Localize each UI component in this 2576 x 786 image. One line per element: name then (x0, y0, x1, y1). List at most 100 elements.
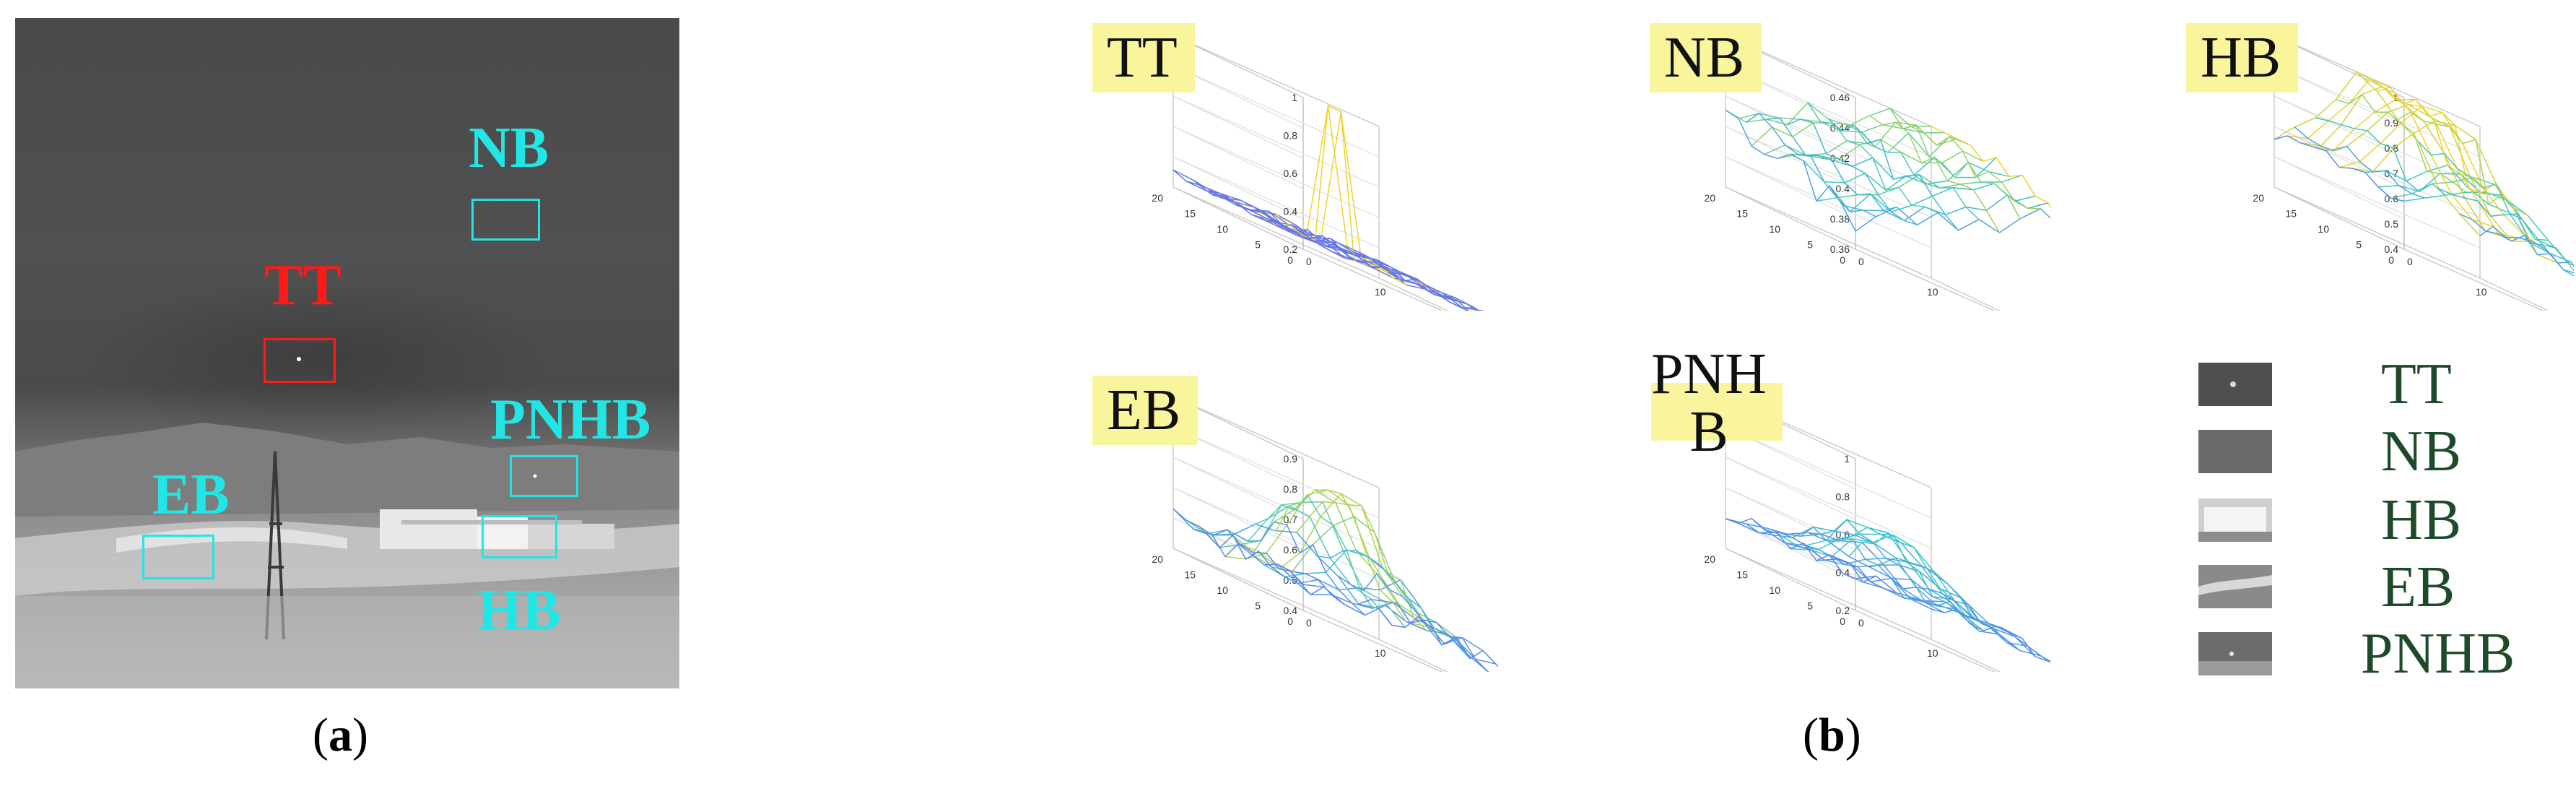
surface-line (1827, 118, 1959, 231)
x-tick-label: 0 (1306, 617, 1312, 629)
floor-edge (2479, 277, 2549, 311)
grid-line (1172, 156, 1304, 220)
z-tick-label: 0.8 (1284, 130, 1298, 142)
z-tick-label: 0.46 (1830, 92, 1850, 103)
legend-label-tt: TT (2381, 353, 2452, 416)
surface-line (1725, 109, 1856, 232)
wall-edge (1188, 43, 1304, 98)
plot-tag-hb: HB (2186, 23, 2299, 92)
surface-line (1869, 115, 2001, 233)
legend-label-nb: NB (2381, 420, 2462, 483)
grid-line (2273, 156, 2405, 220)
roi-label-pnhb: PNHB (490, 388, 651, 452)
surface-wireframe (1172, 489, 1498, 672)
roi-box-tt (264, 338, 336, 383)
surface-line (1787, 526, 1918, 600)
grid-line (1172, 487, 1380, 579)
surface-line (1842, 194, 2049, 222)
x-tick-label: 10 (1375, 286, 1386, 298)
plot-axes: 0.40.50.60.70.80.91010203005101520 (2253, 43, 2549, 311)
roi-label-tt: TT (264, 254, 341, 317)
y-tick-label: 10 (1769, 223, 1780, 235)
surface-line (1910, 126, 2041, 210)
floor-edge (1931, 277, 2001, 311)
grid-line (1172, 457, 1304, 520)
surface-line (1358, 599, 1489, 672)
roi-box-eb (142, 535, 214, 579)
z-tick-label: 0.2 (1836, 605, 1850, 616)
surface-line (1224, 105, 1432, 290)
roi-label-hb: HB (477, 579, 561, 642)
y-tick-label: 0 (1840, 616, 1845, 627)
surface-line (1725, 517, 1856, 579)
surface-line (2273, 71, 2481, 237)
grid-line (1172, 156, 1380, 249)
y-tick-label: 20 (1152, 553, 1163, 565)
y-tick-label: 5 (1255, 239, 1261, 251)
grid-line (1725, 457, 1856, 520)
surface-line (2325, 103, 2533, 242)
caption-a: (a) (313, 709, 368, 761)
z-tick-label: 0.36 (1830, 243, 1850, 255)
y-tick-label: 0 (1287, 616, 1293, 627)
x-tick-label: 0 (1858, 617, 1864, 629)
y-tick-label: 10 (1217, 584, 1228, 596)
grid-line (2273, 95, 2481, 188)
surface-line (2479, 225, 2574, 267)
legend-thumb-tt (2198, 363, 2272, 406)
surface-line (1828, 527, 1959, 613)
z-tick-label: 1 (1292, 92, 1297, 103)
y-tick-label: 20 (2253, 192, 2264, 204)
surface-line (1746, 113, 1876, 217)
y-tick-label: 10 (1217, 223, 1228, 235)
surface-line (1931, 608, 2050, 663)
surface-line (2315, 117, 2446, 196)
floor-edge (1725, 186, 1856, 250)
z-tick-label: 1 (1844, 453, 1850, 465)
y-tick-label: 15 (1184, 208, 1196, 220)
roi-label-eb: EB (152, 463, 230, 527)
legend-thumb-pnhb (2198, 632, 2272, 675)
floor-edge (1378, 639, 1448, 672)
z-tick-label: 0.4 (1284, 605, 1298, 616)
surface-plot-hb: 0.40.50.60.70.80.91010203005101520 (2253, 43, 2574, 311)
floor-edge (2403, 249, 2544, 311)
surface-line (1931, 126, 2050, 209)
y-tick-label: 10 (2318, 223, 2329, 235)
surface-line (1235, 521, 1366, 616)
z-tick-label: 0.8 (1836, 491, 1850, 503)
y-tick-label: 0 (2388, 254, 2394, 266)
surface-line (2336, 93, 2466, 193)
surface-line (1848, 125, 1980, 220)
surface-line (1337, 242, 1468, 305)
surface-plot-tt: 0.20.40.60.81010203005101520 (1152, 43, 1484, 311)
x-tick-label: 10 (2476, 286, 2487, 298)
surface-line (1777, 139, 1984, 164)
grid-line (1172, 457, 1380, 549)
z-tick-label: 0.5 (2385, 218, 2399, 230)
surface-line (1378, 262, 1484, 311)
grid-line (1725, 126, 1932, 218)
floor-edge (1172, 186, 1304, 250)
legend-thumb-hb (2198, 498, 2272, 542)
z-tick-label: 0.8 (1284, 483, 1298, 495)
surface-line (2403, 191, 2574, 266)
z-tick-label: 0.4 (1836, 183, 1850, 194)
surface-line (1276, 105, 1406, 285)
surface-line (2417, 141, 2549, 241)
grid-line (1725, 156, 1856, 220)
z-tick-label: 0.9 (1284, 453, 1298, 465)
y-tick-label: 5 (1807, 600, 1813, 612)
surface-line (1317, 550, 1448, 634)
grid-line (1725, 95, 1856, 159)
surface-line (2397, 111, 2528, 216)
y-tick-label: 20 (1704, 553, 1715, 565)
legend-label-hb: HB (2381, 488, 2462, 552)
wall-edge (1190, 405, 1380, 488)
surface-line (1255, 493, 1386, 609)
y-tick-label: 20 (1152, 192, 1163, 204)
roi-box-hb (482, 515, 557, 558)
plot-axes: 0.40.50.60.70.80.9010203005101520 (1152, 405, 1448, 672)
z-tick-label: 0.6 (1284, 544, 1298, 556)
z-tick-label: 0.4 (2385, 243, 2399, 255)
